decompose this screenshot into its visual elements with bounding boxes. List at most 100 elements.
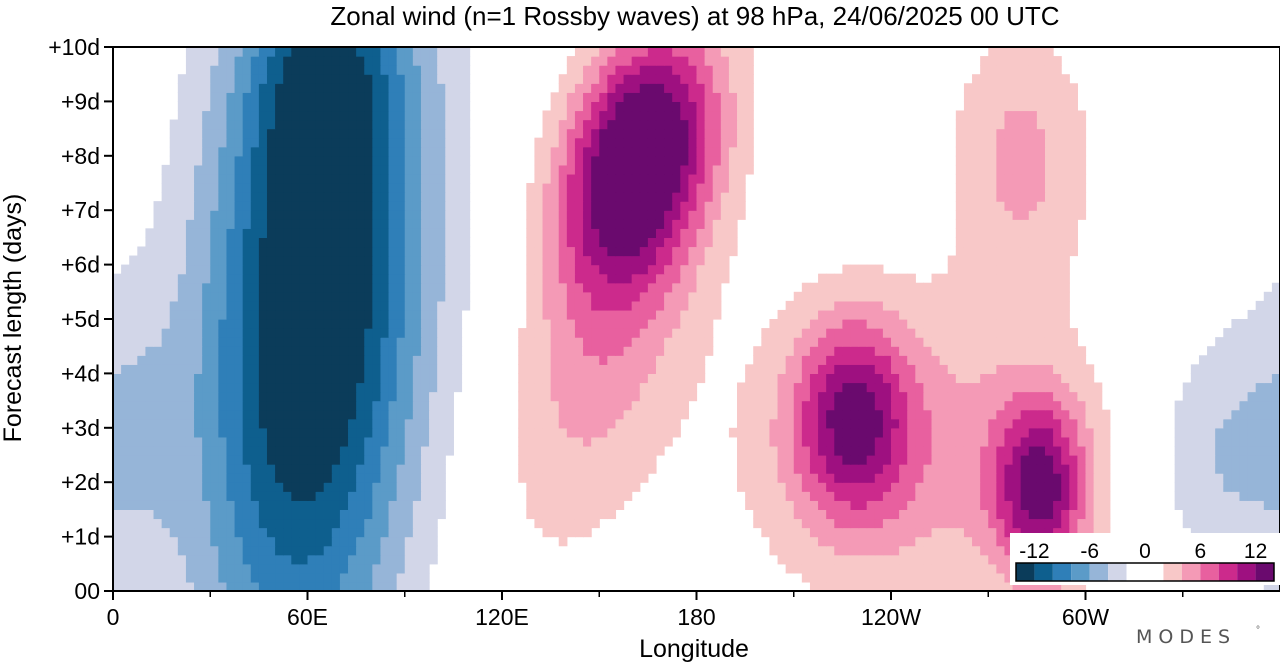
field-cell <box>1174 482 1184 492</box>
field-cell <box>980 572 989 583</box>
field-cell <box>1012 246 1022 257</box>
field-cell <box>323 563 333 574</box>
field-cell <box>202 173 211 184</box>
field-cell <box>275 536 284 547</box>
field-cell <box>364 319 373 329</box>
field-cell <box>704 173 714 184</box>
field-cell <box>972 273 981 284</box>
field-cell <box>437 255 446 266</box>
field-cell <box>299 155 309 166</box>
field-cell <box>939 346 949 356</box>
field-cell <box>210 563 219 574</box>
field-cell <box>534 183 544 193</box>
field-cell <box>307 255 317 266</box>
field-cell <box>307 409 317 420</box>
field-cell <box>583 155 592 166</box>
field-cell <box>850 364 860 374</box>
field-cell <box>664 237 673 248</box>
field-cell <box>1271 346 1280 356</box>
field-cell <box>753 418 762 429</box>
field-cell <box>121 264 130 275</box>
field-cell <box>988 518 997 529</box>
field-cell <box>299 364 309 374</box>
field-cell <box>704 164 714 175</box>
field-cell <box>356 436 365 447</box>
field-cell <box>396 164 406 175</box>
field-cell <box>866 346 876 356</box>
field-cell <box>226 300 236 311</box>
field-cell <box>307 192 317 202</box>
field-cell <box>129 581 138 591</box>
field-cell <box>315 455 325 465</box>
field-cell <box>907 554 916 565</box>
field-cell <box>299 400 309 411</box>
field-cell <box>185 409 195 420</box>
field-cell <box>1053 581 1062 591</box>
field-cell <box>331 300 341 311</box>
field-cell <box>639 418 649 429</box>
field-cell <box>850 391 860 402</box>
field-cell <box>923 563 933 574</box>
field-cell <box>307 364 317 374</box>
field-cell <box>388 219 398 229</box>
field-cell <box>899 364 908 374</box>
field-cell <box>437 491 446 501</box>
field-cell <box>988 346 997 356</box>
field-cell <box>218 536 228 547</box>
field-cell <box>1004 201 1014 211</box>
field-cell <box>1036 273 1046 284</box>
field-cell <box>809 500 819 510</box>
field-cell <box>947 473 957 483</box>
field-cell <box>275 473 284 483</box>
field-cell <box>777 382 787 393</box>
field-cell <box>623 201 633 211</box>
field-cell <box>161 563 171 574</box>
field-cell <box>834 581 843 591</box>
field-cell <box>550 228 560 238</box>
field-cell <box>461 201 471 211</box>
field-cell <box>923 391 933 402</box>
field-cell <box>169 273 179 284</box>
field-cell <box>882 473 892 483</box>
field-cell <box>834 536 843 547</box>
field-cell <box>1036 391 1046 402</box>
field-cell <box>372 491 382 501</box>
field-cell <box>1190 364 1200 374</box>
field-cell <box>242 445 252 456</box>
field-cell <box>980 400 989 411</box>
field-cell <box>1190 418 1200 429</box>
field-cell <box>1239 355 1249 365</box>
field-cell <box>534 364 544 374</box>
field-cell <box>315 309 325 320</box>
field-cell <box>1085 491 1095 501</box>
field-cell <box>291 364 300 374</box>
field-cell <box>972 246 981 257</box>
field-cell <box>615 400 625 411</box>
field-cell <box>1028 264 1038 275</box>
field-cell <box>623 264 633 275</box>
field-cell <box>980 146 989 157</box>
field-cell <box>988 201 997 211</box>
field-cell <box>218 364 228 374</box>
field-cell <box>1044 355 1054 365</box>
field-cell <box>380 445 390 456</box>
field-cell <box>801 346 811 356</box>
field-cell <box>218 183 228 193</box>
field-cell <box>980 173 989 184</box>
field-cell <box>583 137 592 148</box>
field-cell <box>153 246 163 257</box>
field-cell <box>1085 464 1095 474</box>
field-cell <box>947 282 957 293</box>
field-cell <box>923 319 933 329</box>
field-cell <box>307 137 317 148</box>
field-cell <box>542 146 552 157</box>
field-cell <box>672 146 681 157</box>
field-cell <box>315 282 325 293</box>
field-cell <box>323 400 333 411</box>
field-cell <box>412 473 422 483</box>
field-cell <box>623 373 633 384</box>
field-cell <box>283 192 292 202</box>
field-cell <box>996 155 1006 166</box>
field-cell <box>777 427 787 438</box>
field-cell <box>599 173 608 184</box>
